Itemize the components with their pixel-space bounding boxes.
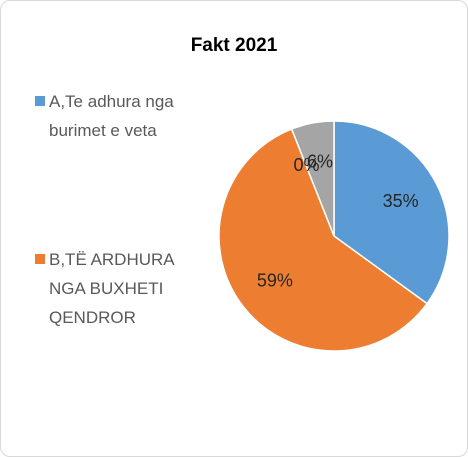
pie-slice xyxy=(333,120,450,305)
data-label: 59% xyxy=(257,271,293,291)
data-label: 6% xyxy=(307,151,333,171)
legend-item: B,TË ARDHURA NGA BUXHETI QENDROR xyxy=(35,245,175,332)
legend-label: A,Te adhura nga burimet e veta xyxy=(49,92,174,140)
legend-label: B,TË ARDHURA NGA BUXHETI QENDROR xyxy=(49,250,174,327)
legend-swatch xyxy=(35,96,45,106)
pie-slice xyxy=(290,120,335,237)
chart-title: Fakt 2021 xyxy=(190,35,278,56)
legend-swatch xyxy=(35,254,45,264)
pie-slice xyxy=(218,128,429,352)
data-label: 0% xyxy=(293,155,319,175)
data-label: 35% xyxy=(383,191,419,211)
legend-item: A,Te adhura nga burimet e veta xyxy=(35,87,175,145)
